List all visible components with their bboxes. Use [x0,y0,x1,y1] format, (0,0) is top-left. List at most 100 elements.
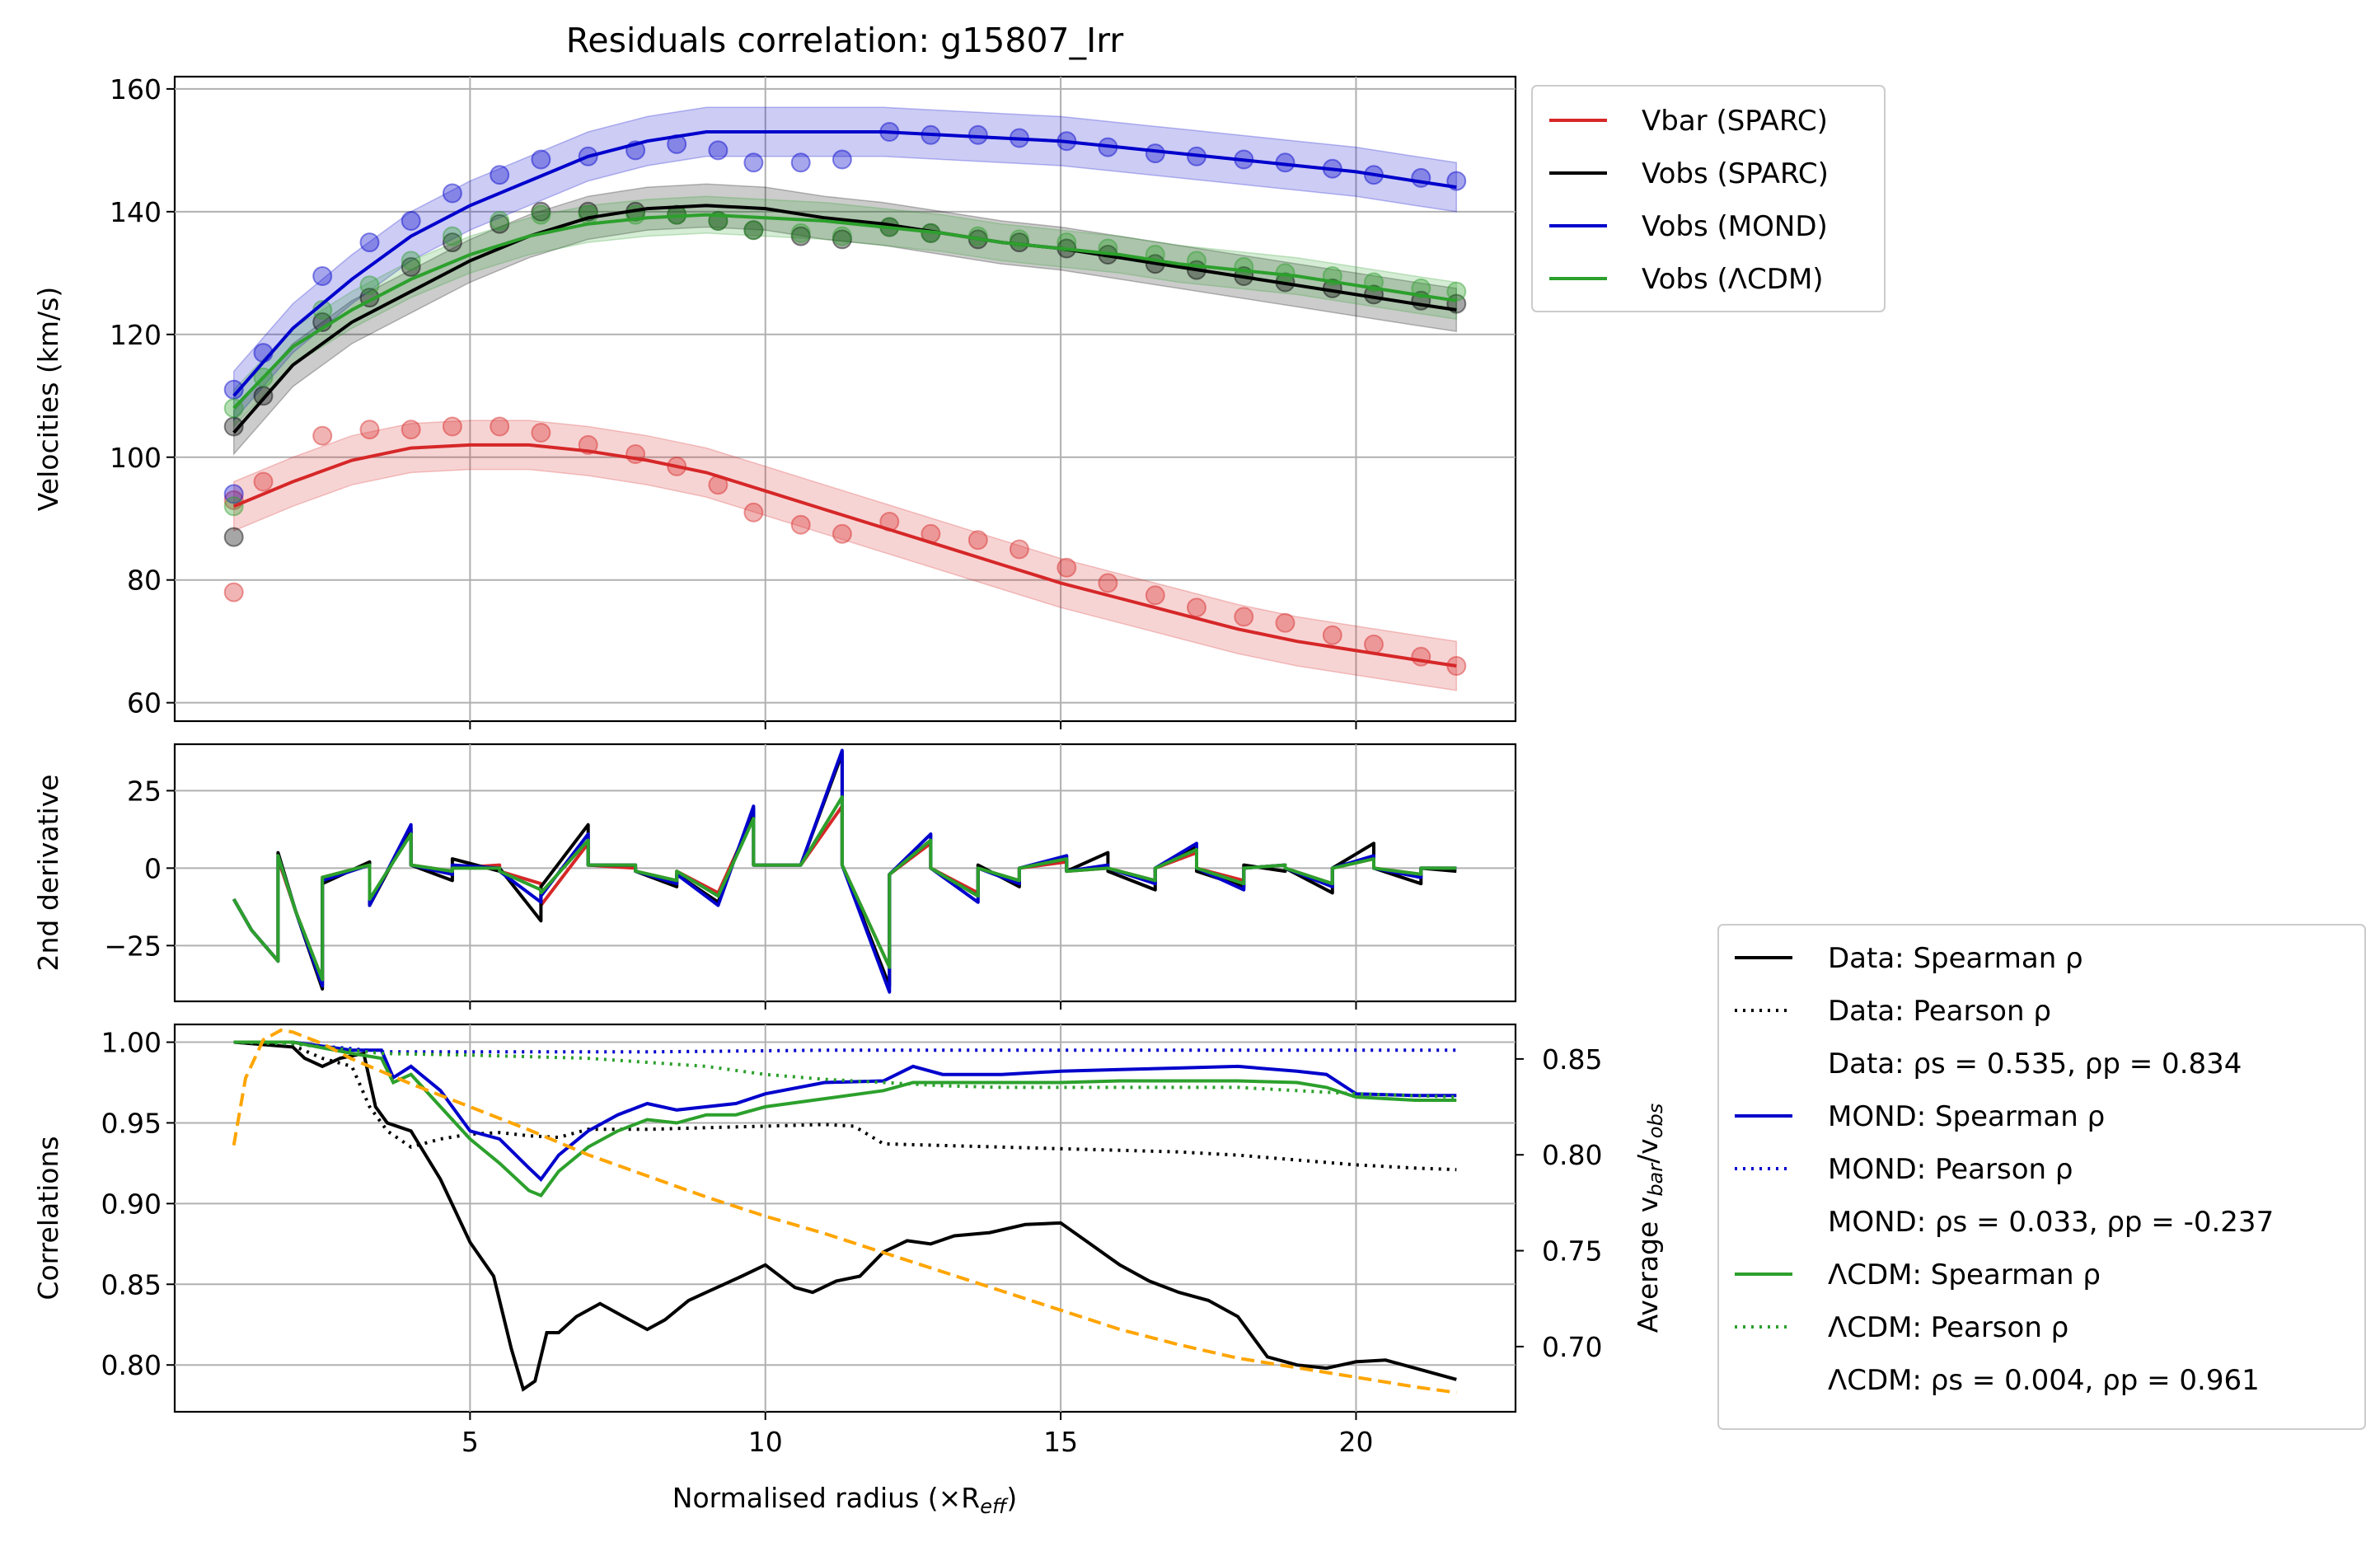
legend-item: MOND: Pearson ρ [1735,1153,2073,1186]
legend-label: Data: Spearman ρ [1828,942,2083,975]
y-tick-label: 1.00 [101,1027,162,1059]
x-tick-label: 5 [461,1426,479,1458]
data-point [1009,539,1029,560]
y-tick-label: 100 [110,442,162,474]
y-tick-label: 120 [110,319,162,351]
uncertainty-band [232,106,1458,423]
right-ylabel-mid: /v [1632,1138,1664,1164]
data-point [967,530,988,551]
data-point [442,183,462,204]
right-ylabel-main: Average v [1632,1197,1664,1333]
data-point [223,484,244,504]
legend-item: MOND: Spearman ρ [1735,1100,2105,1133]
correlation-line [233,1040,1457,1099]
y-tick-label: 60 [127,687,162,719]
data-point [490,213,510,234]
series-line [232,130,1457,397]
data-point [790,226,811,246]
xlabel-sub: eff [980,1495,1009,1518]
velocity-legend-frame [1531,85,1886,312]
derivative-ylabel: 2nd derivative [32,774,64,971]
data-point [743,220,764,241]
legend-item: Data: Pearson ρ [1735,995,2051,1028]
data-point [401,251,421,271]
legend-item: Vobs (ΛCDM) [1549,263,1824,296]
correlation-lines [232,1028,1457,1394]
uncertainty-band [232,195,1458,429]
data-point [743,220,764,241]
legend-label: Vobs (ΛCDM) [1642,263,1824,296]
uncertainty-band [232,183,1458,456]
data-point [223,416,244,437]
series-line [232,213,1457,410]
velocity-bands [232,106,1458,691]
correlation-line [232,1028,1457,1394]
correlation-line [233,1040,1457,1198]
y-tick-label: 160 [110,73,162,105]
data-point [359,275,380,296]
legend-label: MOND: Pearson ρ [1828,1153,2073,1186]
legend-label: ΛCDM: Pearson ρ [1828,1311,2068,1344]
velocity-lines [232,130,1457,668]
correlation-panel-grid [175,1024,1516,1412]
correlation-panel-frame [173,1023,1517,1413]
data-point [1275,612,1295,633]
legend-item: Vbar (SPARC) [1549,105,1828,138]
derivative-panel-frame [173,743,1517,1003]
chart-title: Residuals correlation: g15807_Irr [566,21,1124,60]
data-point [1145,143,1165,164]
data-point [1145,585,1165,606]
velocity-ylabel: Velocities (km/s) [32,287,64,511]
derivative-panel-ticks: −25 0 25 [104,775,1357,1010]
data-point [490,211,510,231]
legend-label: ΛCDM: ρs = 0.004, ρp = 0.961 [1828,1364,2260,1397]
data-point [1187,598,1206,618]
data-point [832,523,852,544]
correlation-legend: Data: Spearman ρ Data: Pearson ρ Data: ρs … [1717,924,2366,1430]
legend-label: MOND: Spearman ρ [1828,1100,2105,1133]
legend-label: Vbar (SPARC) [1642,105,1828,138]
velocity-panel-grid [175,77,1516,721]
y2-tick-label: 0.80 [1542,1139,1602,1171]
data-point [223,582,244,602]
y-tick-label: 0.95 [101,1107,162,1139]
correlation-ylabel: Correlations [32,1136,64,1300]
xlabel-close: ) [1006,1482,1017,1514]
velocity-panel-frame [173,75,1517,723]
correlation-legend-frame [1717,924,2366,1430]
y-tick-label: 0.80 [101,1349,162,1381]
correlation-panel: 5 10 15 20 0.80 0.85 0.90 0.95 1.00 0.70 0.75 0.80 0… [32,1023,1667,1518]
data-point [223,527,244,547]
correlation-line [233,1040,1457,1183]
correlation-right-ylabel: Average vbar/vobs [1632,1104,1667,1333]
y-tick-label: 140 [110,196,162,228]
data-point [1411,278,1431,298]
y2-tick-label: 0.70 [1542,1331,1602,1363]
shared-xlabel: Normalised radius (×Reff) [672,1482,1017,1518]
y-tick-label: 80 [127,565,162,597]
legend-item: Data: Spearman ρ [1735,942,2083,975]
data-point [790,152,811,173]
xlabel-main: Normalised radius (×R [672,1482,980,1514]
data-point [1322,625,1342,645]
data-point [1098,573,1118,593]
data-point [531,201,551,222]
x-tick-label: 15 [1043,1426,1078,1458]
data-point [1056,557,1077,578]
data-point [531,204,551,225]
data-point [1234,607,1254,627]
velocity-legend: Vbar (SPARC) Vobs (SPARC) Vobs (MOND) Vo… [1531,85,1886,312]
legend-item: Vobs (SPARC) [1549,157,1829,190]
data-point [359,232,380,253]
legend-item: MOND: ρs = 0.033, ρp = -0.237 [1828,1206,2274,1239]
data-point [442,232,462,253]
correlation-panel-ticks: 5 10 15 20 0.80 0.85 0.90 0.95 1.00 0.70 0.75 0.80 0… [101,1027,1603,1458]
data-point [1056,232,1077,253]
x-tick-label: 10 [748,1426,783,1458]
y-tick-label: 0 [144,852,162,884]
velocity-panel: 60 80 100 120 140 160 Velocities (km/s) [32,73,1517,729]
data-point [1446,281,1467,302]
data-point [223,379,244,400]
y-tick-label: 25 [127,775,162,807]
